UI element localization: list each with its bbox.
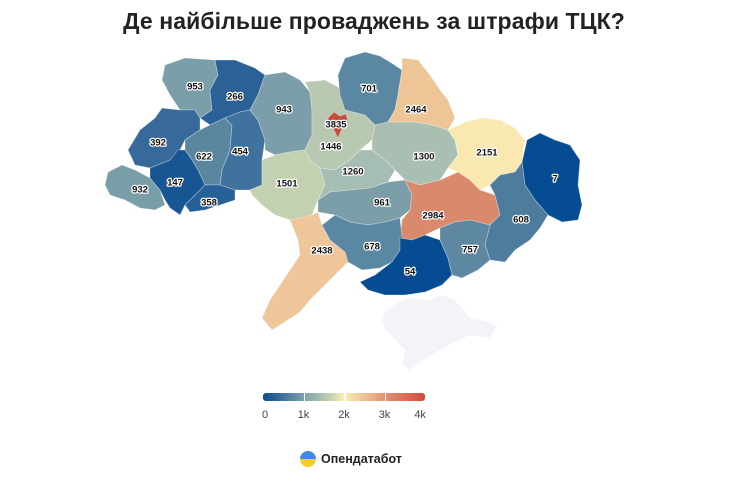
label-dnipropetrovsk: 2984	[422, 211, 444, 222]
region-crimea	[381, 294, 498, 371]
label-odesa: 2438	[311, 246, 332, 257]
label-chernivtsi: 358	[201, 198, 217, 209]
legend-gradient-bar	[263, 393, 425, 401]
label-zhytomyr: 943	[276, 105, 292, 116]
legend-tick-4k: 4k	[414, 409, 426, 421]
label-chernihiv: 701	[361, 84, 378, 95]
label-luhansk: 7	[552, 174, 557, 185]
label-cherkasy: 1260	[342, 167, 363, 178]
region-kyiv-city[interactable]	[327, 111, 349, 139]
color-legend: 0 1k 2k 3k 4k	[261, 393, 426, 423]
label-rivne: 266	[227, 92, 243, 103]
legend-tick-1k: 1k	[297, 409, 310, 421]
label-ivano-frankivsk: 147	[167, 178, 183, 189]
brand-attribution: Опендатабот	[300, 451, 402, 467]
label-mykolaiv: 678	[364, 242, 380, 253]
label-zaporizhzhia: 757	[462, 245, 478, 256]
label-kirovohrad: 961	[374, 198, 391, 209]
label-ternopil: 622	[196, 152, 212, 163]
label-vinnytsia: 1501	[276, 179, 298, 190]
region-luhansk[interactable]	[521, 132, 583, 223]
region-chernivtsi[interactable]	[184, 184, 236, 213]
label-donetsk: 608	[513, 215, 529, 226]
label-lviv: 392	[150, 138, 166, 149]
label-kyiv-oblast: 1446	[320, 142, 341, 153]
region-kherson[interactable]	[359, 234, 453, 296]
label-kherson: 54	[405, 267, 416, 278]
label-poltava: 1300	[413, 152, 434, 163]
region-zakarpattia[interactable]	[104, 164, 166, 211]
label-khmelnytskyi: 454	[232, 147, 249, 158]
region-odesa[interactable]	[261, 211, 349, 331]
label-kharkiv: 2151	[476, 148, 498, 159]
legend-tick-2k: 2k	[338, 409, 350, 421]
page-title: Де найбільше проваджень за штрафи ТЦК?	[123, 8, 625, 34]
label-sumy: 2464	[405, 105, 427, 116]
legend-tick-0: 0	[261, 409, 269, 421]
region-zaporizhzhia[interactable]	[439, 219, 491, 279]
label-volyn: 953	[187, 82, 203, 93]
region-donetsk[interactable]	[484, 160, 549, 263]
brand-name: Опендатабот	[321, 452, 402, 466]
label-zakarpattia: 932	[132, 185, 148, 196]
opendatabot-logo-icon	[300, 451, 316, 467]
legend-tick-3k: 3k	[378, 409, 391, 421]
label-kyiv-city: 3835	[325, 120, 347, 131]
